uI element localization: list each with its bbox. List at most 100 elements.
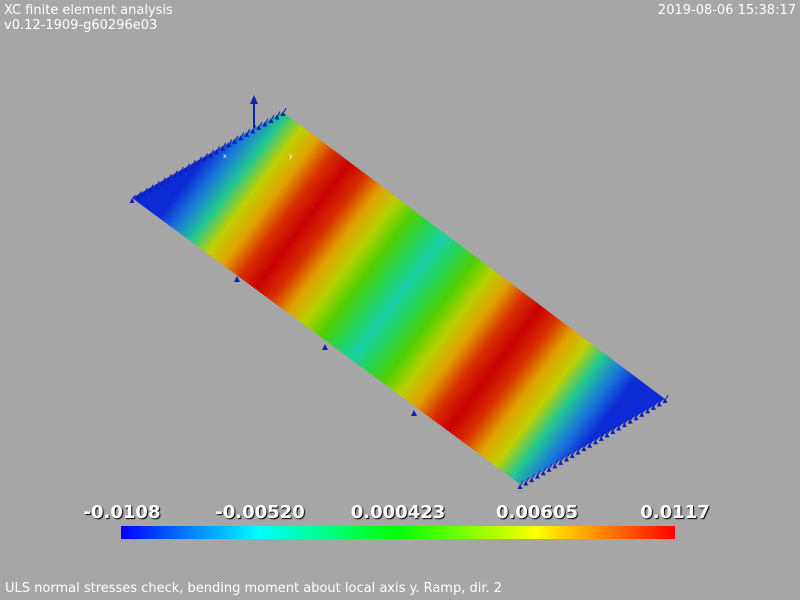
support-marker — [232, 138, 238, 144]
colorbar-tick-label: 0.0117 — [640, 502, 710, 523]
support-marker — [616, 425, 622, 431]
support-marker — [581, 446, 587, 452]
support-marker-stem — [659, 398, 663, 403]
support-marker-stem — [271, 114, 275, 120]
support-marker-stem — [619, 422, 623, 427]
support-marker-stem — [138, 191, 142, 196]
support-marker — [256, 124, 262, 130]
support-marker — [627, 418, 633, 424]
arrow-head-icon — [250, 95, 258, 104]
support-marker-stem — [584, 442, 588, 448]
support-marker — [129, 198, 135, 203]
support-marker — [165, 177, 171, 183]
support-marker-stem — [642, 408, 646, 413]
support-marker — [575, 449, 581, 455]
support-marker-stem — [283, 107, 287, 113]
support-marker — [135, 194, 141, 200]
support-marker-stem — [156, 180, 160, 186]
support-marker-stem — [590, 439, 594, 444]
support-marker-stem — [607, 429, 611, 434]
support-marker-stem — [561, 456, 565, 462]
colorbar-ramp — [121, 526, 675, 539]
support-marker — [153, 184, 159, 190]
support-marker — [220, 145, 226, 151]
support-marker-stem — [229, 139, 233, 144]
caption: ULS normal stresses check, bending momen… — [5, 581, 503, 596]
colorbar-tick-label: -0.0108 — [83, 502, 161, 523]
support-marker — [141, 191, 147, 197]
support-marker — [322, 344, 328, 350]
colorbar — [121, 526, 675, 539]
support-marker — [183, 166, 189, 172]
support-marker — [656, 401, 662, 407]
support-marker — [234, 276, 240, 282]
support-marker-stem — [636, 411, 640, 417]
support-marker-stem — [595, 436, 599, 441]
support-marker — [226, 142, 232, 148]
support-marker — [598, 435, 604, 441]
support-marker — [534, 473, 540, 479]
support-marker — [587, 442, 593, 448]
support-marker — [517, 484, 523, 489]
support-marker-stem — [132, 194, 136, 200]
axis-label-y: y — [289, 153, 293, 160]
colorbar-tick-label: 0.000423 — [350, 502, 446, 523]
support-marker-stem — [259, 121, 263, 127]
support-marker — [214, 149, 220, 155]
support-marker-stem — [186, 163, 190, 168]
support-marker-stem — [555, 460, 559, 465]
support-marker-stem — [572, 449, 576, 455]
support-marker — [650, 404, 656, 410]
support-marker — [274, 114, 280, 120]
support-marker — [558, 459, 564, 465]
support-marker-stem — [566, 453, 570, 458]
colorbar-tick-label: 0.00605 — [496, 502, 578, 523]
plate-surface — [132, 112, 665, 484]
colorbar-tick-label: -0.00520 — [215, 502, 305, 523]
supports-bottom-edge — [517, 394, 669, 489]
timestamp: 2019-08-06 15:38:17 — [657, 3, 796, 18]
support-marker-stem — [543, 467, 547, 472]
support-marker-stem — [648, 405, 652, 410]
support-marker-stem — [247, 128, 251, 134]
support-marker — [189, 163, 195, 169]
support-marker-stem — [168, 173, 172, 179]
support-marker — [201, 156, 207, 162]
support-marker — [546, 466, 552, 472]
supports-side — [234, 276, 417, 416]
support-marker — [262, 121, 268, 127]
support-marker — [529, 477, 535, 483]
support-marker — [177, 170, 183, 176]
local-axis-arrow — [250, 95, 258, 128]
support-marker — [244, 131, 250, 137]
support-marker-stem — [601, 432, 605, 438]
app-title: XC finite element analysis — [4, 3, 173, 18]
support-marker — [268, 117, 274, 123]
support-marker — [563, 456, 569, 462]
support-marker-stem — [613, 425, 617, 431]
support-marker-stem — [624, 418, 628, 424]
support-marker — [159, 180, 165, 186]
support-marker-stem — [180, 166, 184, 172]
support-marker — [645, 408, 651, 414]
support-marker — [208, 152, 214, 158]
support-marker-stem — [211, 149, 214, 154]
support-marker — [610, 428, 616, 434]
support-marker — [639, 411, 645, 417]
support-marker — [280, 111, 286, 116]
support-marker-stem — [537, 470, 541, 475]
support-marker-stem — [526, 477, 530, 482]
support-marker-stem — [223, 142, 227, 148]
support-marker — [604, 432, 610, 438]
support-marker-stem — [532, 473, 536, 479]
support-marker — [569, 453, 575, 459]
support-marker — [540, 470, 546, 476]
support-marker-stem — [653, 401, 657, 407]
support-marker-stem — [520, 480, 524, 486]
app-version: v0.12-1909-g60296e03 — [4, 18, 158, 33]
support-marker-stem — [630, 415, 634, 420]
support-marker-stem — [241, 132, 245, 137]
support-marker — [592, 439, 598, 445]
support-marker-stem — [174, 170, 178, 175]
